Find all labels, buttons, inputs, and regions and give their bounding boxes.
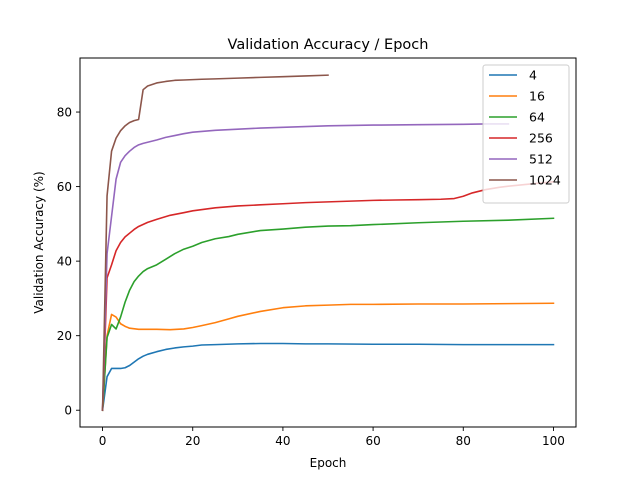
legend: 4 16 64 256 512 1024 — [482, 64, 570, 204]
y-tick-label: 40 — [57, 255, 72, 269]
y-tick-label: 20 — [57, 329, 72, 343]
legend-item: 512 — [489, 152, 553, 167]
y-axis: 0 20 40 60 80 — [57, 106, 80, 418]
series-line-64 — [101, 217, 555, 412]
legend-label: 64 — [529, 110, 545, 125]
x-tick-label: 40 — [275, 434, 290, 448]
x-tick-label: 20 — [185, 434, 200, 448]
legend-label: 16 — [529, 89, 545, 104]
legend-label: 256 — [529, 131, 553, 146]
legend-label: 1024 — [529, 173, 561, 188]
series-line-512 — [101, 123, 510, 412]
series-line-16 — [101, 302, 555, 412]
legend-item: 64 — [489, 110, 545, 125]
chart-title: Validation Accuracy / Epoch — [228, 37, 429, 53]
x-axis: 0 20 40 60 80 100 — [99, 427, 565, 448]
x-tick-label: 80 — [456, 434, 471, 448]
legend-item: 16 — [489, 89, 545, 104]
y-tick-label: 0 — [64, 404, 72, 418]
x-tick-label: 60 — [365, 434, 380, 448]
legend-label: 512 — [529, 152, 553, 167]
plot-frame — [79, 57, 577, 428]
y-tick-label: 60 — [57, 180, 72, 194]
y-tick-label: 80 — [57, 106, 72, 120]
x-tick-label: 100 — [542, 434, 565, 448]
y-axis-title: Validation Accuracy (%) — [32, 171, 46, 313]
x-axis-title: Epoch — [310, 456, 347, 470]
series-line-256 — [101, 180, 555, 412]
x-tick-label: 0 — [99, 434, 107, 448]
series-line-4 — [101, 342, 555, 412]
legend-item: 256 — [489, 131, 553, 146]
legend-box — [482, 64, 570, 204]
legend-label: 4 — [529, 68, 537, 83]
legend-item: 1024 — [489, 173, 561, 188]
series-line-1024 — [101, 74, 329, 412]
legend-item: 4 — [489, 68, 537, 83]
series-layer — [101, 74, 555, 412]
